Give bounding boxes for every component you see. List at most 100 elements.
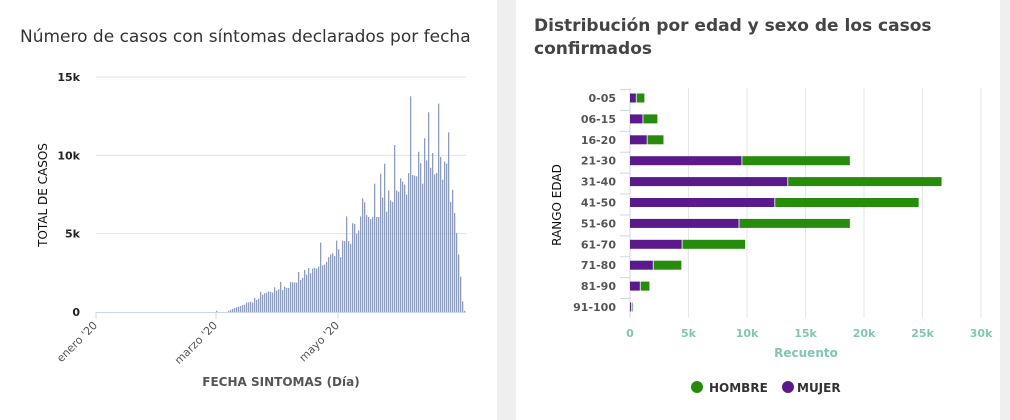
bar [354,223,356,312]
y-tick-label: 5k [65,228,81,241]
bar [384,163,386,312]
bar [278,289,280,312]
bar [414,175,416,312]
legend-item-hombre[interactable]: HOMBRE [709,381,768,395]
bar [440,156,442,312]
x-tick-label: 20k [853,327,876,340]
bar [446,163,448,312]
bar [430,167,432,312]
bar [448,132,450,312]
x-axis-title: Recuento [774,346,838,360]
bar [292,282,294,312]
y-tick-label: 10k [57,149,80,162]
bar [380,173,382,312]
bar [382,197,384,312]
bar [290,281,292,312]
bar [320,242,322,312]
bar [270,291,272,312]
legend-item-mujer[interactable]: MUJER [797,381,841,395]
bar [410,96,412,313]
bar [394,144,396,312]
bar-hombre [739,218,850,228]
bar [336,240,338,312]
y-tick-label: 15k [57,71,80,84]
chart-title: Distribución por edad y sexo de los caso… [534,16,932,59]
legend-marker-mujer [782,381,794,393]
bar-mujer [630,93,636,103]
age-sex-card: Distribución por edad y sexo de los caso… [516,0,1000,420]
bar [264,293,266,312]
bar-hombre [653,260,682,270]
bar-hombre [636,93,645,103]
bar-hombre [775,198,919,207]
bar [306,274,308,312]
bar [334,255,336,312]
bar [310,273,312,312]
bar [238,306,240,312]
bar [392,201,394,312]
bar [258,298,260,312]
bar [436,173,438,312]
bar [286,287,288,312]
bar [244,304,246,312]
chart-title: Número de casos con síntomas declarados … [20,27,471,47]
bar [386,211,388,312]
bar [230,309,232,312]
bar [330,254,332,312]
bar [236,307,238,312]
cases-by-date-chart: 0 5k 10k 15k enero '20 marzo '20 mayo '20 FECHA… [36,71,466,389]
bar [340,257,342,312]
bar [364,202,366,312]
x-tick-label: 15k [794,327,817,340]
bar [216,310,218,312]
y-category-label: 21-30 [581,155,617,168]
bar [370,219,372,312]
bar-mujer [630,281,640,291]
bar [406,194,408,312]
bar [302,277,304,312]
bar-mujer [630,177,788,187]
bar [362,198,364,312]
bar [254,297,256,312]
y-category-label: 16-20 [581,134,617,147]
bar [444,161,446,312]
bar-hombre [631,302,633,312]
bar [432,152,434,312]
bar [378,217,380,312]
y-tick-label: 0 [72,306,80,319]
bar [282,290,284,312]
bar [348,241,350,312]
bar [368,217,370,312]
x-tick-label: 10k [736,327,759,340]
bar [256,299,258,312]
bar [304,269,306,312]
bar [344,241,346,312]
bar [422,183,424,312]
bar [338,249,340,312]
bar [248,302,250,312]
y-category-label: 51-60 [581,217,617,230]
bar [456,233,458,312]
x-tick-label: 25k [911,327,934,340]
bar [312,268,314,312]
bar [458,254,460,312]
bar [280,281,282,312]
bar-hombre [640,281,650,291]
bar [428,112,430,312]
bar [314,267,316,312]
bar [332,253,334,312]
bar [450,201,452,312]
bar [260,291,262,312]
x-axis-title: FECHA SINTOMAS (Día) [202,375,359,389]
bar [352,223,354,312]
bar-hombre [643,114,658,124]
bar-mujer [630,302,631,312]
bar [272,292,274,312]
bar [328,257,330,312]
x-tick-label: mayo '20 [297,319,342,364]
bar [400,178,402,312]
bar [232,308,234,312]
bar [416,176,418,312]
bar [324,264,326,312]
y-category-label: 91-100 [573,301,616,314]
